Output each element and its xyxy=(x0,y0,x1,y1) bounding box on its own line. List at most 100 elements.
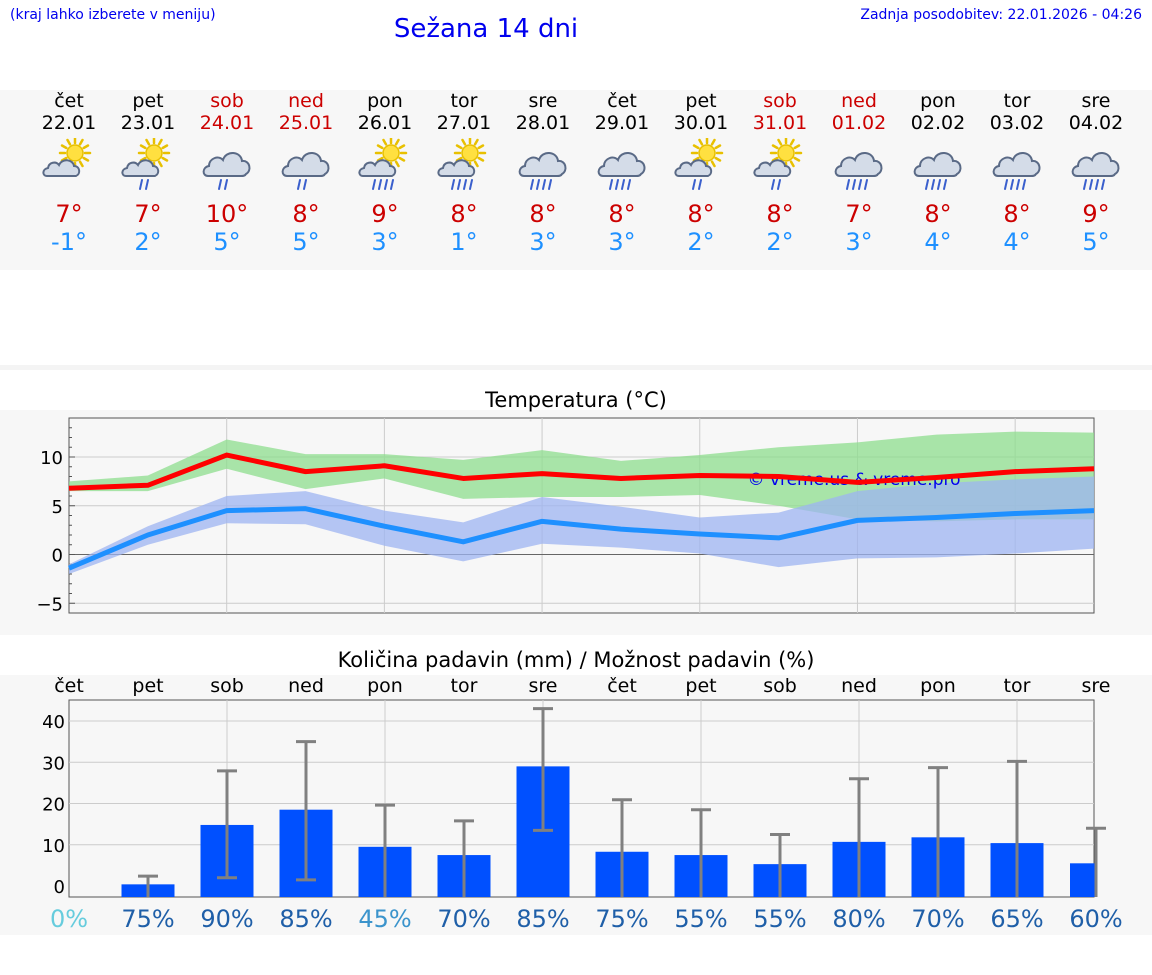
max-temp: 8° xyxy=(1003,200,1031,228)
cloud-rain-icon xyxy=(278,138,334,194)
max-temp: 8° xyxy=(687,200,715,228)
day-date: 28.01 xyxy=(515,112,571,134)
cloud-heavy-rain-icon xyxy=(910,138,966,194)
cloud-shape xyxy=(121,159,160,177)
cloud-rain-icon xyxy=(199,138,255,194)
precipitation-chart-title: Količina padavin (mm) / Možnost padavin … xyxy=(337,648,815,672)
cloud-shape xyxy=(674,159,713,177)
precip-probability: 85% xyxy=(279,905,332,933)
rain-drop xyxy=(542,179,546,190)
day-column: pon 02.02 8° 4° xyxy=(898,90,978,256)
forecast-strip: čet 22.01 7° -1° pet 23.01 7° 2° sob 24.01 10° 5° ne… xyxy=(0,90,1152,270)
rain-drop xyxy=(1004,179,1008,190)
sun-ray xyxy=(161,156,169,162)
day-column: tor 03.02 8° 4° xyxy=(977,90,1057,256)
day-name: tor xyxy=(1003,90,1031,112)
sun-ray xyxy=(789,138,795,146)
day-date: 31.01 xyxy=(752,112,808,134)
precip-probability: 55% xyxy=(674,905,727,933)
precip-probability: 0% xyxy=(50,905,88,933)
day-column: čet 29.01 8° 3° xyxy=(582,90,662,256)
cloud-shape xyxy=(42,159,81,177)
precip-probability: 85% xyxy=(516,905,569,933)
y-tick-label: 5 xyxy=(52,497,63,518)
cloud-shape xyxy=(1071,152,1120,177)
day-label: pet xyxy=(132,675,163,697)
day-date: 03.02 xyxy=(989,112,1045,134)
precip-probability: 55% xyxy=(753,905,806,933)
rain-drop xyxy=(463,179,467,190)
max-temp: 9° xyxy=(371,200,399,228)
max-temp: 10° xyxy=(205,200,249,228)
day-date: 04.02 xyxy=(1068,112,1124,134)
day-date: 02.02 xyxy=(910,112,966,134)
day-date: 23.01 xyxy=(120,112,176,134)
cloud-shape xyxy=(597,152,646,177)
rain-drop xyxy=(469,179,473,190)
cloud-shape xyxy=(834,152,883,177)
day-date: 01.02 xyxy=(831,112,887,134)
day-name: pon xyxy=(920,90,956,112)
max-temp: 9° xyxy=(1082,200,1110,228)
rain-drop xyxy=(139,179,143,190)
max-temp: 8° xyxy=(766,200,794,228)
min-temp: -1° xyxy=(51,228,87,256)
rain-drop xyxy=(621,179,625,190)
rain-drop xyxy=(451,179,455,190)
day-column: sob 31.01 8° 2° xyxy=(740,90,820,256)
day-column: sre 28.01 8° 3° xyxy=(503,90,583,256)
rain-drop xyxy=(1089,179,1093,190)
cloud-shape xyxy=(358,159,397,177)
sun-ray xyxy=(692,144,700,150)
rain-drop xyxy=(692,179,696,190)
sun-ray xyxy=(714,156,722,162)
cloud-heavy-rain-icon xyxy=(831,138,887,194)
sun-cloud-heavy-rain-icon xyxy=(357,136,413,194)
cloud-shape xyxy=(518,152,567,177)
rain-drop xyxy=(777,179,781,190)
precip-probability: 75% xyxy=(595,905,648,933)
day-name: ned xyxy=(841,90,877,112)
day-date: 22.01 xyxy=(41,112,97,134)
sun-ray xyxy=(78,138,84,146)
sun-ray xyxy=(698,138,704,146)
sun-ray xyxy=(394,138,400,146)
day-column: pet 30.01 8° 2° xyxy=(661,90,741,256)
min-temp: 2° xyxy=(134,228,162,256)
page-title: Sežana 14 dni xyxy=(393,14,579,44)
day-label: pon xyxy=(920,675,956,697)
sun-ray xyxy=(157,138,163,146)
y-tick-label: 10 xyxy=(42,836,65,857)
y-tick-label: 0 xyxy=(54,877,65,898)
day-column: pet 23.01 7° 2° xyxy=(108,90,188,256)
day-name: sre xyxy=(528,90,558,112)
rain-drop xyxy=(937,179,941,190)
sun-ray xyxy=(477,156,485,162)
day-label: sob xyxy=(763,675,797,697)
min-temp: 3° xyxy=(529,228,557,256)
sun-ray xyxy=(394,160,400,168)
sun-ray xyxy=(714,144,722,150)
rain-drop xyxy=(858,179,862,190)
sun-ray xyxy=(66,138,72,146)
location-note: (kraj lahko izberete v meniju) xyxy=(10,7,216,23)
rain-drop xyxy=(852,179,856,190)
day-date: 26.01 xyxy=(357,112,413,134)
sun-cloud-rain-icon xyxy=(120,136,176,194)
rain-drop xyxy=(530,179,534,190)
day-name: sob xyxy=(210,90,244,112)
rain-drop xyxy=(1022,179,1026,190)
rain-drop xyxy=(548,179,552,190)
cloud-heavy-rain-icon xyxy=(1068,138,1124,194)
day-column: čet 22.01 7° -1° xyxy=(29,90,109,256)
rain-drop xyxy=(864,179,868,190)
rain-drop xyxy=(615,179,619,190)
day-label: sre xyxy=(1082,675,1111,697)
max-temp: 8° xyxy=(450,200,478,228)
day-column: sob 24.01 10° 5° xyxy=(187,90,267,256)
y-tick-label: 10 xyxy=(40,448,63,469)
sun-ray xyxy=(382,138,388,146)
y-tick-label: 20 xyxy=(42,795,65,816)
max-temp: 8° xyxy=(292,200,320,228)
